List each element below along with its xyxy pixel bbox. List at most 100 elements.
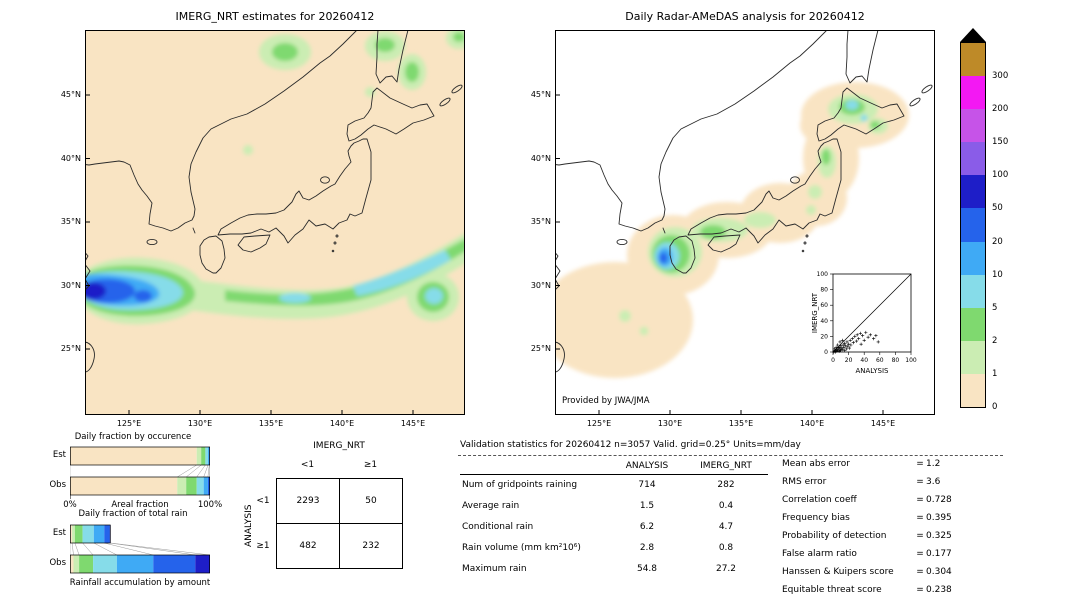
stat-analysis-value: 714 (638, 480, 656, 490)
colorbar-segment (961, 142, 985, 176)
left-map-title: IMERG_NRT estimates for 20260412 (175, 10, 375, 23)
lat-tick-label: 30°N (530, 280, 551, 290)
metric-value: 0.728 (926, 495, 952, 505)
equals-sign: = (916, 531, 924, 541)
stat-imerg-value: 4.7 (718, 522, 734, 532)
metric-row: Mean abs error = 1.2 (782, 459, 940, 470)
stats-row: Average rain 1.5 0.4 (458, 501, 1078, 513)
svg-text:20: 20 (845, 357, 853, 364)
colorbar-segment (961, 307, 985, 341)
contingency-cell: 232 (339, 523, 403, 569)
metric-label: Hanssen & Kuipers score (782, 567, 894, 577)
totalrain-caption: Rainfall accumulation by amount (69, 578, 211, 588)
metric-label: Mean abs error (782, 459, 850, 469)
lat-tick-label: 25°N (60, 344, 81, 353)
colorbar-tick-label: 20 (992, 236, 1003, 247)
stat-analysis-value: 54.8 (636, 564, 658, 574)
lon-tick-label: 125°E (586, 419, 612, 428)
lat-tick-label: 40°N (530, 153, 551, 163)
colorbar-segment (961, 274, 985, 308)
metric-row: RMS error = 3.6 (782, 477, 940, 488)
lon-tick-label: 130°E (657, 419, 683, 428)
lat-tick-label: 35°N (530, 217, 551, 226)
precipitation-layer (75, 27, 472, 325)
equals-sign: = (916, 459, 924, 469)
stats-col-header: IMERG_NRT (700, 461, 752, 471)
totalrain-est-label: Est (52, 528, 66, 538)
metric-label: Equitable threat score (782, 585, 882, 595)
colorbar-tick-label: 150 (992, 137, 1009, 148)
lon-tick-label: 125°E (116, 419, 142, 428)
svg-text:0: 0 (831, 357, 835, 364)
colorbar-segment (961, 340, 985, 374)
metric-row: False alarm ratio = 0.177 (782, 549, 952, 560)
colorbar-segment (961, 208, 985, 242)
svg-text:20: 20 (820, 333, 828, 340)
contingency-col-group: IMERG_NRT (313, 441, 365, 451)
metric-label: Correlation coeff (782, 495, 857, 505)
areal-fraction-100: 100% (197, 500, 223, 510)
lon-tick-label: 140°E (799, 419, 825, 428)
contingency-cell: 2293 (276, 478, 340, 524)
contingency-grid: 2293 50 482 232 (276, 478, 403, 569)
equals-sign: = (916, 549, 924, 559)
occurrence-chart (70, 446, 210, 499)
colorbar-segment (961, 373, 985, 408)
colorbar-tick-label: 200 (992, 104, 1009, 115)
lon-tick-label: 135°E (258, 419, 284, 428)
occurrence-chart-title: Daily fraction by occurence (74, 432, 192, 442)
svg-text:60: 60 (820, 302, 828, 309)
stats-row: Conditional rain 6.2 4.7 (458, 522, 1078, 534)
colorbar-segment (961, 109, 985, 143)
lat-tick-label: 35°N (60, 217, 81, 226)
colorbar-tick-label: 0 (992, 402, 998, 412)
contingency-col-label: ≥1 (363, 460, 378, 470)
lat-tick-label: 45°N (530, 90, 551, 99)
svg-text:100: 100 (905, 357, 917, 364)
areal-fraction-label: Areal fraction (111, 500, 169, 510)
metric-row: Correlation coeff = 0.728 (782, 495, 952, 506)
stat-imerg-value: 0.4 (718, 501, 734, 511)
lon-tick-label: 130°E (187, 419, 213, 428)
contingency-col-label: <1 (300, 460, 315, 470)
svg-text:60: 60 (876, 357, 884, 364)
stats-title: Validation statistics for 20260412 n=305… (460, 440, 801, 450)
equals-sign: = (916, 495, 924, 505)
metric-value: 3.6 (926, 477, 941, 487)
lon-tick-label: 140°E (329, 419, 355, 428)
equals-sign: = (916, 513, 924, 523)
colorbar-segment (961, 175, 985, 209)
colorbar-tick-label: 5 (992, 302, 998, 313)
colorbar-segment (961, 76, 985, 110)
metric-row: Frequency bias = 0.395 (782, 513, 952, 524)
metric-value: 0.177 (926, 549, 952, 559)
lon-tick-label: 145°E (400, 419, 426, 428)
svg-text:80: 80 (892, 357, 900, 364)
imerg-map-canvas (75, 27, 472, 415)
svg-text:0: 0 (824, 349, 828, 356)
totalrain-chart-title: Daily fraction of total rain (78, 509, 188, 519)
totalrain-chart (70, 524, 210, 574)
occurrence-est-label: Est (52, 450, 66, 460)
lat-tick-label: 25°N (530, 344, 551, 353)
svg-text:100: 100 (817, 271, 829, 278)
stat-label: Num of gridpoints raining (462, 480, 578, 490)
colorbar-tick-label: 50 (992, 203, 1003, 214)
colorbar-tick-label: 10 (992, 269, 1003, 280)
colorbar-segment (961, 241, 985, 275)
imerg-map (75, 27, 472, 415)
map-background (85, 30, 465, 415)
validation-stats-panel: Validation statistics for 20260412 n=305… (458, 438, 1078, 610)
lat-tick-label: 45°N (60, 90, 81, 99)
stat-label: Conditional rain (462, 522, 534, 532)
stat-analysis-value: 6.2 (639, 522, 655, 532)
map-frame (555, 30, 935, 415)
svg-text:80: 80 (820, 287, 828, 294)
colorbar-tick-label: 1 (992, 368, 998, 379)
colorbar: 300 200 150 100 50 20 10 5 2 1 0 (960, 28, 1035, 428)
stats-row: Num of gridpoints raining 714 282 (458, 480, 1078, 492)
stat-label: Rain volume (mm km²10⁶) (462, 543, 581, 553)
contingency-row-label: ≥1 (256, 541, 270, 551)
metric-value: 0.304 (926, 567, 952, 577)
equals-sign: = (916, 567, 924, 577)
